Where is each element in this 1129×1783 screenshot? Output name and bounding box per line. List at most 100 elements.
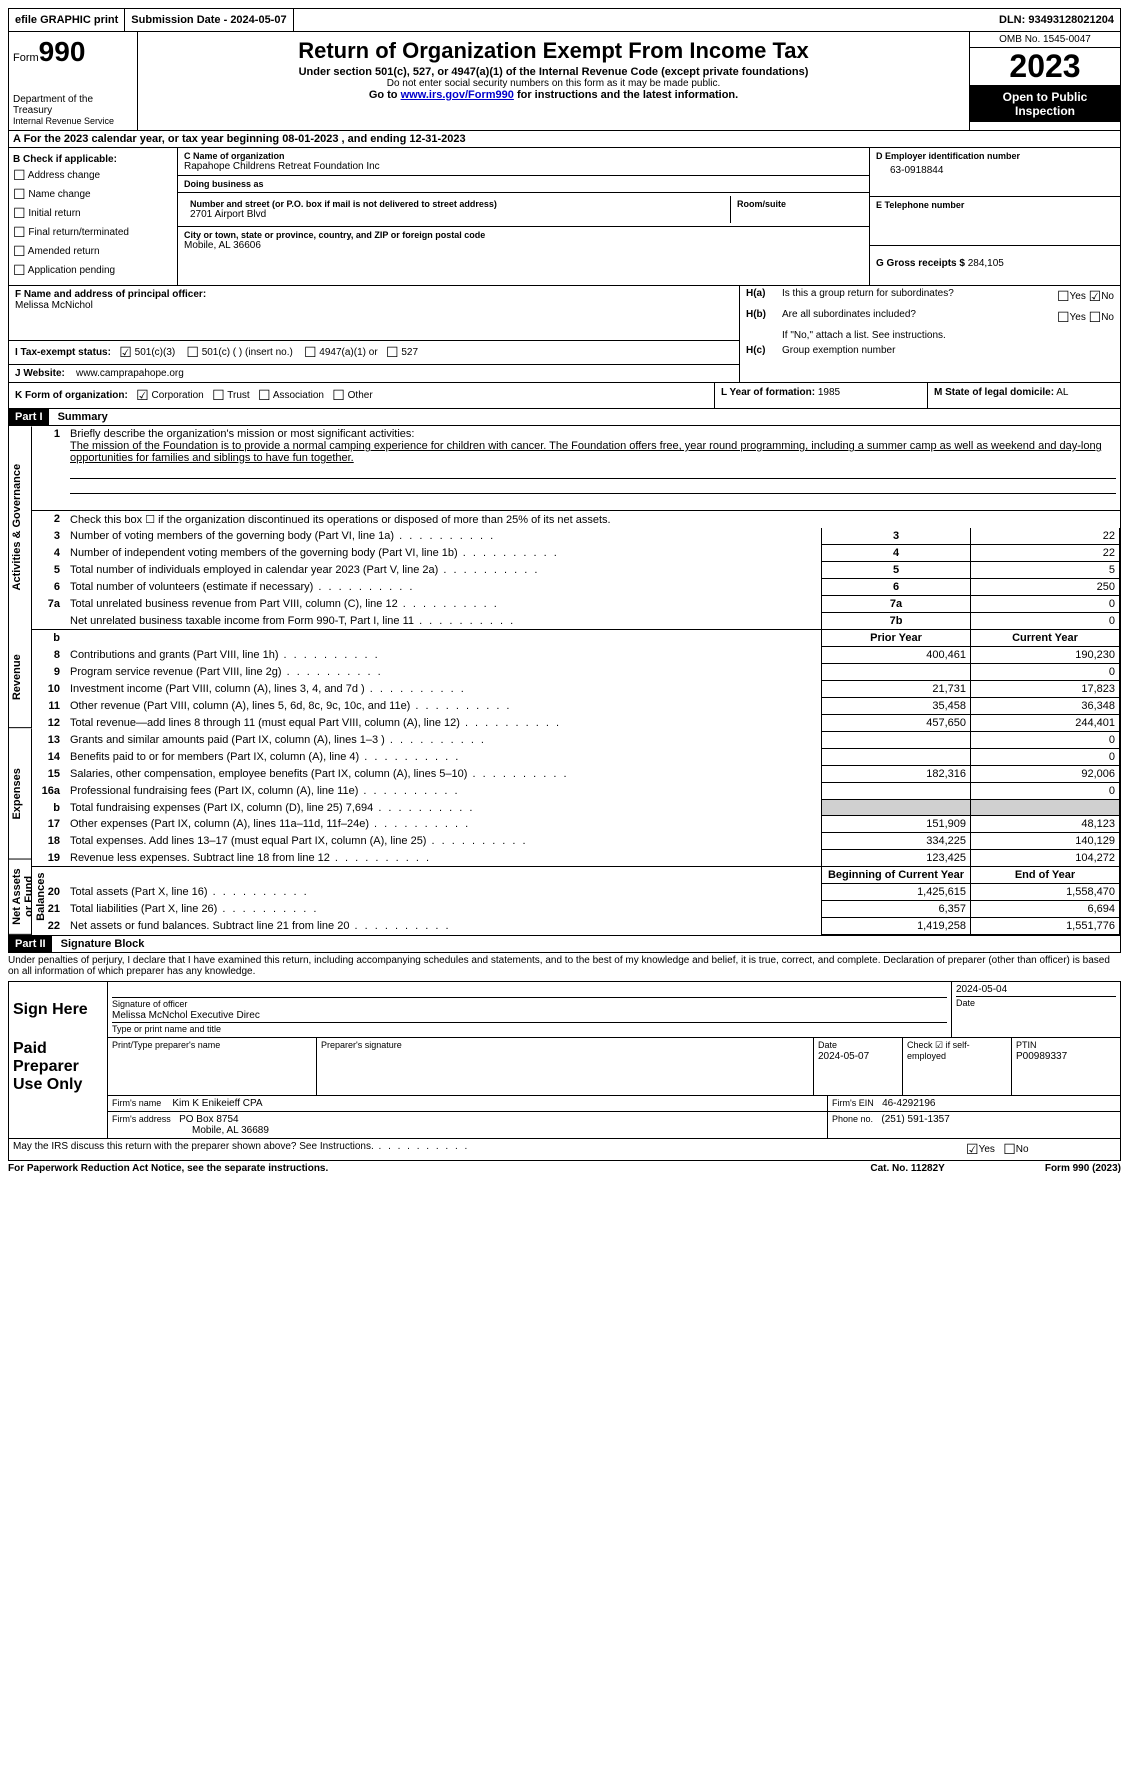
prep-date: 2024-05-07 (818, 1051, 869, 1062)
efile-print[interactable]: efile GRAPHIC print (9, 9, 125, 31)
prep-name-cell: Print/Type preparer's name (108, 1038, 317, 1096)
goto-line: Go to www.irs.gov/Form990 for instructio… (146, 89, 961, 101)
hb-text: Are all subordinates included? (782, 309, 1057, 326)
firm-name-label: Firm's name (112, 1098, 161, 1108)
table-row: b Total fundraising expenses (Part IX, c… (32, 800, 1120, 816)
irs-label: Internal Revenue Service (13, 116, 133, 126)
prep-date-cell: Date2024-05-07 (814, 1038, 903, 1096)
table-row: 15 Salaries, other compensation, employe… (32, 766, 1120, 783)
col-fij: F Name and address of principal officer:… (9, 286, 740, 382)
table-row: 3 Number of voting members of the govern… (32, 528, 1120, 545)
h-a-row: H(a) Is this a group return for subordin… (740, 286, 1120, 307)
may-irs-boxes: Yes No (962, 1139, 1120, 1160)
sign-here-row: Sign Here Signature of officer Melissa M… (9, 982, 1120, 1038)
omb-number: OMB No. 1545-0047 (970, 32, 1120, 48)
sig-date-label: Date (956, 998, 975, 1008)
h-b-note: If "No," attach a list. See instructions… (740, 328, 1120, 343)
mission-text: The mission of the Foundation is to prov… (70, 440, 1102, 464)
ptin-cell: PTIN P00989337 (1012, 1038, 1120, 1096)
gross-label: G Gross receipts $ (876, 258, 965, 269)
part2-title: Signature Block (55, 936, 151, 952)
check-address[interactable]: Address change (13, 167, 173, 184)
website-value: www.camprapahope.org (76, 368, 184, 379)
dba-label: Doing business as (184, 179, 863, 189)
check-corp[interactable] (136, 387, 149, 403)
check-trust[interactable] (212, 387, 225, 403)
may-irs-text: May the IRS discuss this return with the… (9, 1139, 962, 1160)
line1-label: Briefly describe the organization's miss… (70, 428, 414, 440)
table-row: 22 Net assets or fund balances. Subtract… (32, 918, 1120, 935)
tax-status-label: I Tax-exempt status: (15, 347, 111, 358)
type-name-label: Type or print name and title (112, 1024, 221, 1034)
open-public: Open to Public Inspection (970, 86, 1120, 122)
domicile-label: M State of legal domicile: (934, 387, 1054, 398)
begin-year-header: Beginning of Current Year (822, 867, 971, 884)
check-other[interactable] (332, 387, 345, 403)
hb-label: H(b) (746, 309, 782, 326)
sig-officer-label: Signature of officer (112, 999, 187, 1009)
ha-text: Is this a group return for subordinates? (782, 288, 1057, 305)
may-irs-yes[interactable] (966, 1141, 979, 1157)
form-footer: Form 990 (2023) (1045, 1163, 1121, 1174)
h-c-row: H(c) Group exemption number (740, 343, 1120, 358)
table-row: 9 Program service revenue (Part VIII, li… (32, 664, 1120, 681)
vtabs: Activities & Governance Revenue Expenses… (9, 426, 32, 935)
form-title: Return of Organization Exempt From Incom… (146, 38, 961, 64)
firm-ein: 46-4292196 (882, 1098, 935, 1109)
check-501c[interactable] (186, 344, 199, 360)
check-527[interactable] (386, 344, 399, 360)
line1: Briefly describe the organization's miss… (66, 426, 1120, 511)
section-fhij: F Name and address of principal officer:… (8, 286, 1121, 383)
table-row: 19 Revenue less expenses. Subtract line … (32, 850, 1120, 867)
ha-no[interactable] (1089, 288, 1102, 304)
firm-addr-label: Firm's address (112, 1114, 171, 1124)
part1-title: Summary (52, 409, 114, 425)
may-irs-row: May the IRS discuss this return with the… (9, 1139, 1120, 1160)
hc-text: Group exemption number (782, 345, 1114, 356)
vtab-net: Net Assets or Fund Balances (9, 859, 32, 935)
check-final[interactable]: Final return/terminated (13, 224, 173, 241)
check-initial[interactable]: Initial return (13, 205, 173, 222)
year-formation: 1985 (818, 387, 840, 398)
check-name[interactable]: Name change (13, 186, 173, 203)
row-a-period: A For the 2023 calendar year, or tax yea… (8, 131, 1121, 148)
box-g: G Gross receipts $ 284,105 (870, 246, 1120, 272)
goto-link[interactable]: www.irs.gov/Form990 (401, 89, 514, 101)
officer-label: F Name and address of principal officer: (15, 289, 206, 300)
table-row: 12 Total revenue—add lines 8 through 11 … (32, 715, 1120, 732)
hb-yes[interactable] (1057, 309, 1070, 325)
top-bar: efile GRAPHIC print Submission Date - 20… (8, 8, 1121, 32)
check-501c3[interactable] (119, 344, 132, 360)
check-4947[interactable] (304, 344, 317, 360)
street-row: Number and street (or P.O. box if mail i… (178, 193, 869, 227)
paid-prep-row2: Firm's name Kim K Enikeieff CPA Firm's E… (9, 1096, 1120, 1112)
table-row: 16a Professional fundraising fees (Part … (32, 783, 1120, 800)
ha-boxes: Yes No (1057, 288, 1114, 305)
vtab-gov: Activities & Governance (9, 426, 32, 628)
check-assoc[interactable] (258, 387, 271, 403)
form-org-label: K Form of organization: (15, 390, 128, 401)
hb-boxes: Yes No (1057, 309, 1114, 326)
may-irs-no[interactable] (1003, 1141, 1016, 1157)
table-row: 10 Investment income (Part VIII, column … (32, 681, 1120, 698)
firm-name: Kim K Enikeieff CPA (172, 1098, 262, 1109)
table-row: 7a Total unrelated business revenue from… (32, 596, 1120, 613)
domicile: AL (1056, 387, 1068, 398)
box-j: J Website: www.camprapahope.org (9, 365, 739, 382)
sig-officer-cell: Signature of officer Melissa McNchol Exe… (108, 982, 952, 1038)
check-pending[interactable]: Application pending (13, 262, 173, 279)
prep-sig-cell: Preparer's signature (317, 1038, 814, 1096)
hb-note: If "No," attach a list. See instructions… (782, 330, 1114, 341)
tax-year: 2023 (970, 48, 1120, 86)
prep-sig-label: Preparer's signature (321, 1040, 402, 1050)
ha-yes[interactable] (1057, 288, 1070, 304)
part1-header-row: Part I Summary (8, 409, 1121, 426)
check-amended[interactable]: Amended return (13, 243, 173, 260)
part2-badge: Part II (9, 936, 52, 952)
vtab-rev: Revenue (9, 628, 32, 728)
sign-here-label: Sign Here (9, 982, 108, 1038)
table-row: 8 Contributions and grants (Part VIII, l… (32, 647, 1120, 664)
end-year-header: End of Year (971, 867, 1120, 884)
table-row: 14 Benefits paid to or for members (Part… (32, 749, 1120, 766)
hb-no[interactable] (1089, 309, 1102, 325)
